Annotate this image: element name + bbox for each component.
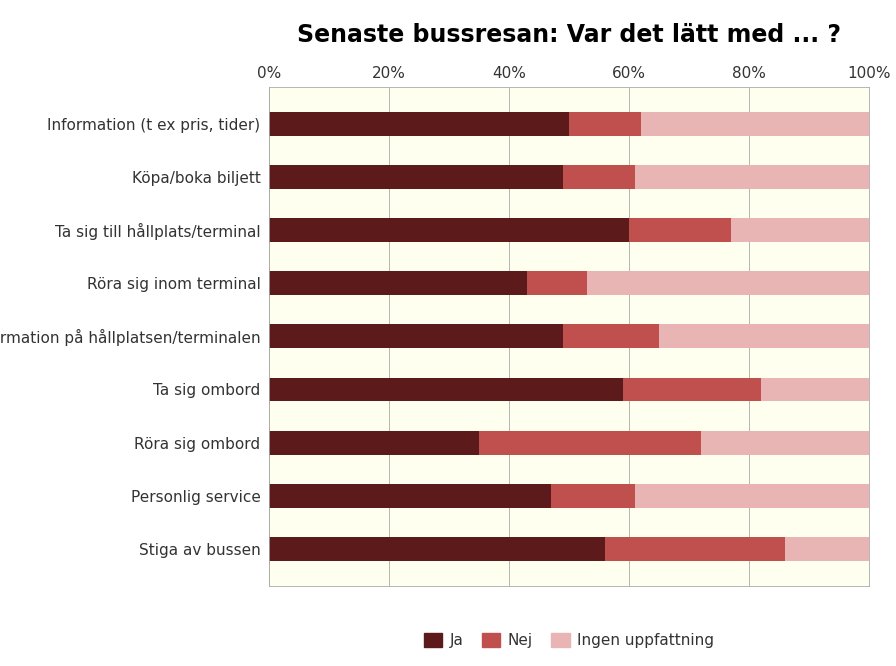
Bar: [641, 112, 869, 136]
Bar: [623, 378, 761, 402]
Title: Senaste bussresan: Var det lätt med ... ?: Senaste bussresan: Var det lätt med ... …: [297, 23, 841, 47]
Bar: [269, 112, 569, 136]
Bar: [527, 271, 587, 295]
Bar: [785, 537, 869, 561]
Bar: [478, 431, 701, 455]
Bar: [269, 378, 623, 402]
Bar: [269, 324, 563, 348]
Bar: [761, 378, 869, 402]
Bar: [659, 324, 869, 348]
Bar: [269, 165, 563, 189]
Bar: [269, 537, 605, 561]
Bar: [605, 537, 785, 561]
Bar: [269, 218, 629, 242]
Legend: Ja, Nej, Ingen uppfattning: Ja, Nej, Ingen uppfattning: [424, 633, 714, 649]
Bar: [551, 484, 635, 507]
Bar: [587, 271, 869, 295]
Bar: [563, 324, 659, 348]
Bar: [269, 484, 551, 507]
Bar: [269, 431, 478, 455]
Bar: [635, 165, 869, 189]
Bar: [731, 218, 869, 242]
Bar: [569, 112, 641, 136]
Bar: [269, 271, 527, 295]
Bar: [563, 165, 635, 189]
Bar: [635, 484, 869, 507]
Bar: [629, 218, 731, 242]
Bar: [701, 431, 869, 455]
